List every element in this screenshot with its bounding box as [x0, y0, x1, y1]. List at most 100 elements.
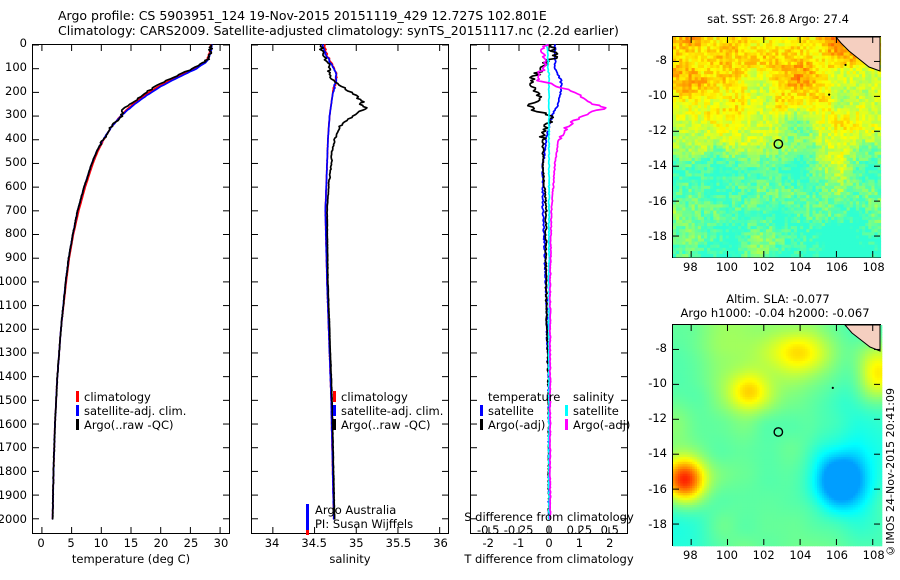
- credit-line-1: Argo Australia: [315, 503, 397, 517]
- legend-swatch-argo-raw: [333, 419, 336, 430]
- y-tick-label: 600: [5, 178, 27, 193]
- y-tick-label: 500: [5, 154, 27, 169]
- y-tick-label: 0: [19, 36, 27, 50]
- difference-t-axis-ticklabels: -2 -1 0 1 2: [470, 536, 628, 552]
- y-tick-label: 1900: [0, 487, 27, 502]
- legend-header-temperature: temperature: [488, 390, 561, 404]
- difference-profile-panel: [470, 44, 628, 534]
- figure-title-line-1: Argo profile: CS 5903951_124 19-Nov-2015…: [58, 8, 547, 23]
- legend-item: climatology: [76, 390, 186, 404]
- sst-map-plot: [673, 36, 882, 258]
- map-x-tick-label: 106: [826, 548, 848, 562]
- legend-item: satellite: [480, 404, 560, 418]
- legend-swatch-temperature-argo: [480, 419, 483, 430]
- difference-legend-salinity: salinity satellite Argo(-adj): [565, 390, 630, 432]
- y-tick-label: 300: [5, 107, 27, 122]
- map-y-tick-label: -10: [648, 375, 667, 390]
- legend-label: satellite-adj. clim.: [84, 404, 187, 418]
- legend-item: satellite-adj. clim.: [333, 404, 443, 418]
- salinity-x-axis-label: salinity: [329, 552, 371, 566]
- y-tick-label: 1100: [0, 297, 27, 312]
- sla-map-title-line-1: Altim. SLA: -0.077: [726, 292, 830, 306]
- legend-swatch-salinity-argo: [565, 419, 568, 430]
- x-tick-label: 34.5: [301, 536, 327, 550]
- map-y-tick-label: -16: [648, 193, 667, 208]
- y-tick-label: 400: [5, 131, 27, 146]
- map-x-tick-label: 102: [752, 548, 775, 562]
- x-tick-label: 25: [183, 536, 199, 550]
- y-tick-label: 1000: [0, 273, 27, 288]
- difference-s-axis-ticklabels: -0.5 -0.25 0 0.25 0.5: [458, 523, 640, 537]
- y-tick-label: 900: [5, 250, 27, 265]
- credit-swatch-blue-2: [306, 518, 309, 530]
- s-axis-tick-label: -0.25: [503, 523, 534, 537]
- temperature-y-axis-ticklabels: 0 100 200 300 400 500 600 700 800 900 1000 1100 1200…: [0, 36, 30, 534]
- copyright-label: ©IMOS 24-Nov-2015 20:41:09: [884, 388, 897, 557]
- salinity-profile-panel: [251, 44, 449, 534]
- map-y-tick-label: -18: [648, 228, 667, 243]
- map-x-tick-label: 102: [752, 260, 775, 274]
- y-tick-label: 1600: [0, 416, 27, 431]
- t-axis-tick-label: 0: [545, 536, 553, 550]
- credit-line-2: PI: Susan Wijffels: [315, 517, 414, 531]
- sla-map-x-ticklabels: 98 100 102 104 106 108: [672, 548, 885, 564]
- x-tick-label: 20: [153, 536, 169, 550]
- x-tick-label: 35.5: [385, 536, 412, 550]
- legend-item: Argo(-adj): [565, 418, 630, 432]
- x-tick-label: 0: [37, 536, 45, 550]
- s-axis-tick-label: 0.5: [600, 523, 619, 537]
- legend-swatch-climatology: [333, 391, 336, 402]
- sla-map-panel: [672, 324, 883, 547]
- s-axis-tick-label: 0: [545, 523, 553, 537]
- s-axis-tick-label: -0.5: [476, 523, 500, 537]
- map-x-tick-label: 100: [716, 260, 738, 274]
- difference-legend-temperature: temperature satellite Argo(-adj): [480, 390, 560, 432]
- y-tick-label: 200: [5, 83, 27, 98]
- x-tick-label: 10: [93, 536, 109, 550]
- map-x-tick-label: 108: [862, 260, 885, 274]
- map-y-tick-label: -8: [655, 340, 667, 355]
- y-tick-label: 800: [5, 226, 27, 241]
- legend-header-salinity: salinity: [573, 390, 615, 404]
- legend-label: Argo(-adj): [488, 418, 546, 432]
- map-x-tick-label: 106: [826, 260, 848, 274]
- sla-map-title-line-2: Argo h1000: -0.04 h2000: -0.067: [680, 306, 870, 320]
- map-x-tick-label: 98: [683, 260, 698, 274]
- x-tick-label: 5: [67, 536, 75, 550]
- temperature-x-axis-ticklabels: 0 5 10 15 20 25 30: [32, 536, 230, 552]
- t-axis-tick-label: 1: [575, 536, 584, 550]
- credit-swatch-blue: [306, 504, 309, 518]
- sst-map-panel: [672, 36, 882, 258]
- map-y-tick-label: -8: [655, 52, 667, 67]
- map-x-tick-label: 98: [683, 548, 698, 562]
- map-y-tick-label: -14: [648, 446, 667, 461]
- y-tick-label: 1800: [0, 464, 27, 479]
- legend-item: Argo(..raw -QC): [76, 418, 186, 432]
- legend-label: satellite-adj. clim.: [341, 404, 444, 418]
- y-tick-label: 100: [5, 59, 27, 74]
- legend-swatch-salinity-satellite: [565, 405, 568, 416]
- y-tick-label: 2000: [0, 511, 27, 526]
- map-y-tick-label: -18: [648, 516, 667, 531]
- map-x-tick-label: 104: [789, 260, 812, 274]
- difference-t-axis-label: T difference from climatology: [464, 552, 634, 566]
- legend-item: Argo(..raw -QC): [333, 418, 443, 432]
- salinity-legend: climatology satellite-adj. clim. Argo(..…: [333, 390, 443, 432]
- legend-label: satellite: [488, 404, 534, 418]
- legend-swatch-climatology: [76, 391, 79, 402]
- legend-label: climatology: [84, 390, 151, 404]
- legend-item: climatology: [333, 390, 443, 404]
- legend-swatch-satellite-adj: [76, 405, 79, 416]
- temperature-profile-plot: [33, 44, 229, 533]
- legend-swatch-argo-raw: [76, 419, 79, 430]
- sst-map-title: sat. SST: 26.8 Argo: 27.4: [707, 12, 849, 26]
- s-axis-tick-label: 0.25: [566, 523, 593, 537]
- y-tick-label: 1400: [0, 369, 27, 383]
- legend-label: Argo(..raw -QC): [84, 418, 174, 432]
- legend-label: climatology: [341, 390, 408, 404]
- map-y-tick-label: -16: [648, 481, 667, 496]
- legend-item: satellite: [565, 404, 630, 418]
- legend-item: Argo(-adj): [480, 418, 560, 432]
- legend-swatch-temperature-satellite: [480, 405, 483, 416]
- map-x-tick-label: 104: [789, 548, 812, 562]
